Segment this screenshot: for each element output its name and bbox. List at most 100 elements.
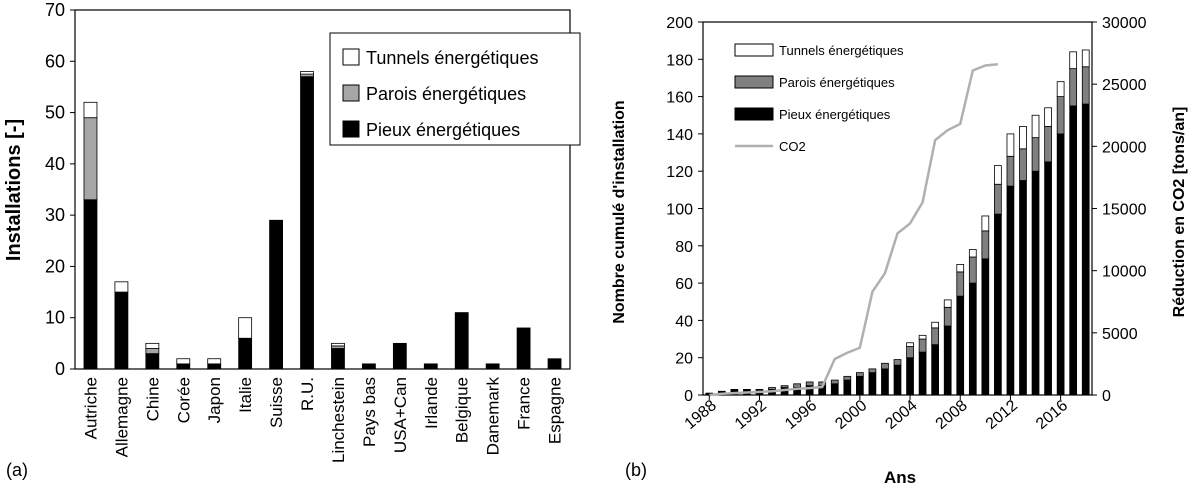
chart-b-bar-2009-tunnels-energetiques [968, 249, 977, 258]
chart-b-bar-2017-pieux-energetiques [1069, 105, 1078, 396]
chart-a-y-tick-label: 70 [45, 0, 65, 20]
chart-a-y-tick-label: 10 [45, 308, 65, 328]
chart-b-bar-2016-parois-energetiques [1056, 96, 1065, 135]
chart-b-legend-label-pieux-energetiques: Pieux énergétiques [779, 107, 891, 122]
chart-b-y-tick-label-right: 10000 [1102, 264, 1147, 281]
chart-b-y-tick-label-right: 20000 [1102, 139, 1147, 156]
chart-b-y-tick-label-left: 120 [666, 164, 693, 181]
chart-a-x-tick-label: Corée [174, 377, 193, 423]
chart-a-x-tick-label: USA+Can [391, 377, 410, 453]
chart-a-x-tick-label: Espagne [546, 377, 565, 444]
chart-a-legend-swatch-parois-energetiques [342, 84, 360, 102]
chart-a-legend-swatch-pieux-energetiques [342, 120, 360, 138]
chart-b-y-tick-label-left: 20 [675, 351, 693, 368]
chart-b-legend-swatch-pieux-energetiques [734, 107, 774, 121]
chart-b-bar-2005-parois-energetiques [918, 338, 927, 353]
chart-b-co2-polyline [709, 63, 999, 397]
chart-a-bar-pays-bas-pieux-energetiques [362, 363, 376, 370]
chart-b-bar-2002-pieux-energetiques [881, 368, 889, 396]
chart-a-x-tick-label: Chine [143, 377, 162, 421]
chart-b-bar-2011-parois-energetiques [994, 183, 1002, 215]
chart-a-y-tick-label: 30 [45, 205, 65, 225]
chart-a-bar-chine-parois-energetiques [145, 348, 160, 355]
chart-b-y-tick-label-left: 100 [666, 202, 693, 219]
chart-a-y-axis: 0 10 20 30 40 50 60 70 [45, 0, 75, 379]
chart-b-y-axis-left: 0 20 40 60 80 100 120 140 160 180 200 [666, 15, 703, 405]
chart-b-bar-2017-parois-energetiques [1069, 68, 1078, 107]
chart-a-y-tick-label: 60 [45, 51, 65, 71]
chart-b-panel-label: (b) [625, 460, 647, 480]
chart-b-bar-2001-pieux-energetiques [868, 372, 877, 396]
chart-b-bar-1995-parois-energetiques [793, 383, 801, 388]
chart-b-bar-2014-tunnels-energetiques [1031, 114, 1040, 139]
chart-a-legend-label-parois-energetiques: Parois énergétiques [366, 84, 526, 104]
chart-a-bar-japon-pieux-energetiques [207, 363, 222, 370]
chart-b-bar-1998-pieux-energetiques [830, 383, 839, 396]
chart-a-y-tick-label: 50 [45, 103, 65, 123]
chart-b: 0 20 40 60 80 100 120 140 160 180 200 0 5000 10000 15… [611, 15, 1188, 487]
chart-b-bar-2006-parois-energetiques [931, 327, 939, 346]
chart-b-bar-1998-parois-energetiques [830, 379, 839, 385]
chart-b-bar-2013-tunnels-energetiques [1019, 126, 1027, 150]
chart-a-bar-italie-pieux-energetiques [238, 337, 253, 370]
chart-b-bar-2005-tunnels-energetiques [918, 334, 927, 340]
chart-b-y-axis-title-left: Nombre cumulé d'installation [611, 100, 628, 323]
chart-b-y-tick-label-left: 160 [666, 90, 693, 107]
chart-b-bar-2001-parois-energetiques [868, 368, 877, 374]
chart-b-bar-2012-parois-energetiques [1006, 155, 1015, 187]
chart-b-bar-2002-parois-energetiques [881, 362, 889, 370]
chart-a-bar-linchestein-pieux-energetiques [331, 348, 345, 370]
chart-b-bar-1999-parois-energetiques [843, 375, 852, 381]
chart-a-bar-espagne-pieux-energetiques [547, 358, 562, 370]
chart-b-bar-2004-tunnels-energetiques [906, 342, 914, 347]
chart-a-bar-usa-can-pieux-energetiques [392, 342, 407, 370]
chart-a-bar-allemagne-pieux-energetiques [114, 291, 129, 370]
chart-a-legend-box [329, 32, 581, 146]
chart-b-bar-2006-tunnels-energetiques [931, 321, 939, 329]
chart-a-x-tick-label: France [515, 377, 534, 430]
chart-b-bar-2007-pieux-energetiques [943, 325, 952, 396]
chart-b-bar-2017-tunnels-energetiques [1069, 51, 1078, 70]
chart-b-x-tick-label: 2012 [983, 397, 1021, 433]
chart-b-bar-2016-tunnels-energetiques [1056, 81, 1065, 98]
chart-b-bars [705, 49, 1090, 396]
chart-a-legend-label-tunnels-energetiques: Tunnels énergétiques [366, 48, 538, 68]
chart-a-bar-italie-tunnels-energetiques [238, 317, 253, 339]
chart-a-bar-belgique-pieux-energetiques [454, 312, 469, 370]
chart-a-x-tick-label: Irlande [422, 377, 441, 429]
chart-a-bar-r-u-pieux-energetiques [300, 76, 314, 370]
chart-b-y-tick-label-right: 15000 [1102, 202, 1147, 219]
chart-b-bar-2014-parois-energetiques [1031, 137, 1040, 172]
chart-b-bar-2018-parois-energetiques [1081, 66, 1090, 105]
chart-b-y-tick-label-left: 180 [666, 52, 693, 69]
chart-a-bar-allemagne-tunnels-energetiques [114, 281, 129, 293]
chart-b-bar-2015-tunnels-energetiques [1044, 107, 1052, 127]
chart-a-bars [83, 71, 562, 370]
chart-b-bar-2006-pieux-energetiques [931, 344, 939, 396]
chart-b-x-tick-label: 1992 [732, 397, 770, 433]
chart-b-legend-label-parois-energetiques: Parois énergétiques [779, 75, 895, 90]
chart-b-bar-2009-parois-energetiques [968, 256, 977, 284]
chart-a-bar-autriche-parois-energetiques [83, 117, 98, 201]
chart-b-bar-2005-pieux-energetiques [918, 351, 927, 396]
chart-b-x-tick-label: 2016 [1033, 397, 1071, 433]
chart-b-x-tick-label: 2000 [832, 397, 870, 433]
chart-b-bar-2003-parois-energetiques [893, 359, 902, 366]
chart-b-x-tick-label: 1996 [782, 397, 820, 433]
chart-b-bar-2010-tunnels-energetiques [981, 215, 990, 232]
chart-b-bar-2015-pieux-energetiques [1044, 161, 1052, 396]
chart-b-bar-2008-parois-energetiques [956, 271, 965, 297]
chart-b-x-tick-label: 2008 [933, 397, 971, 433]
chart-a-y-tick-label: 0 [55, 359, 65, 379]
chart-b-bar-2018-tunnels-energetiques [1081, 49, 1090, 68]
chart-b-bar-2011-pieux-energetiques [994, 213, 1002, 396]
chart-b-bar-2013-parois-energetiques [1019, 148, 1027, 181]
chart-b-y-tick-label-left: 40 [675, 313, 693, 330]
chart-b-bar-2007-parois-energetiques [943, 306, 952, 327]
chart-a: 0 10 20 30 40 50 60 70 Autriche Allemagne Chine Co… [3, 0, 581, 480]
chart-b-y-tick-label-left: 200 [666, 15, 693, 32]
chart-a-bar-suisse-pieux-energetiques [269, 219, 283, 370]
chart-a-x-tick-label: R.U. [298, 377, 317, 411]
